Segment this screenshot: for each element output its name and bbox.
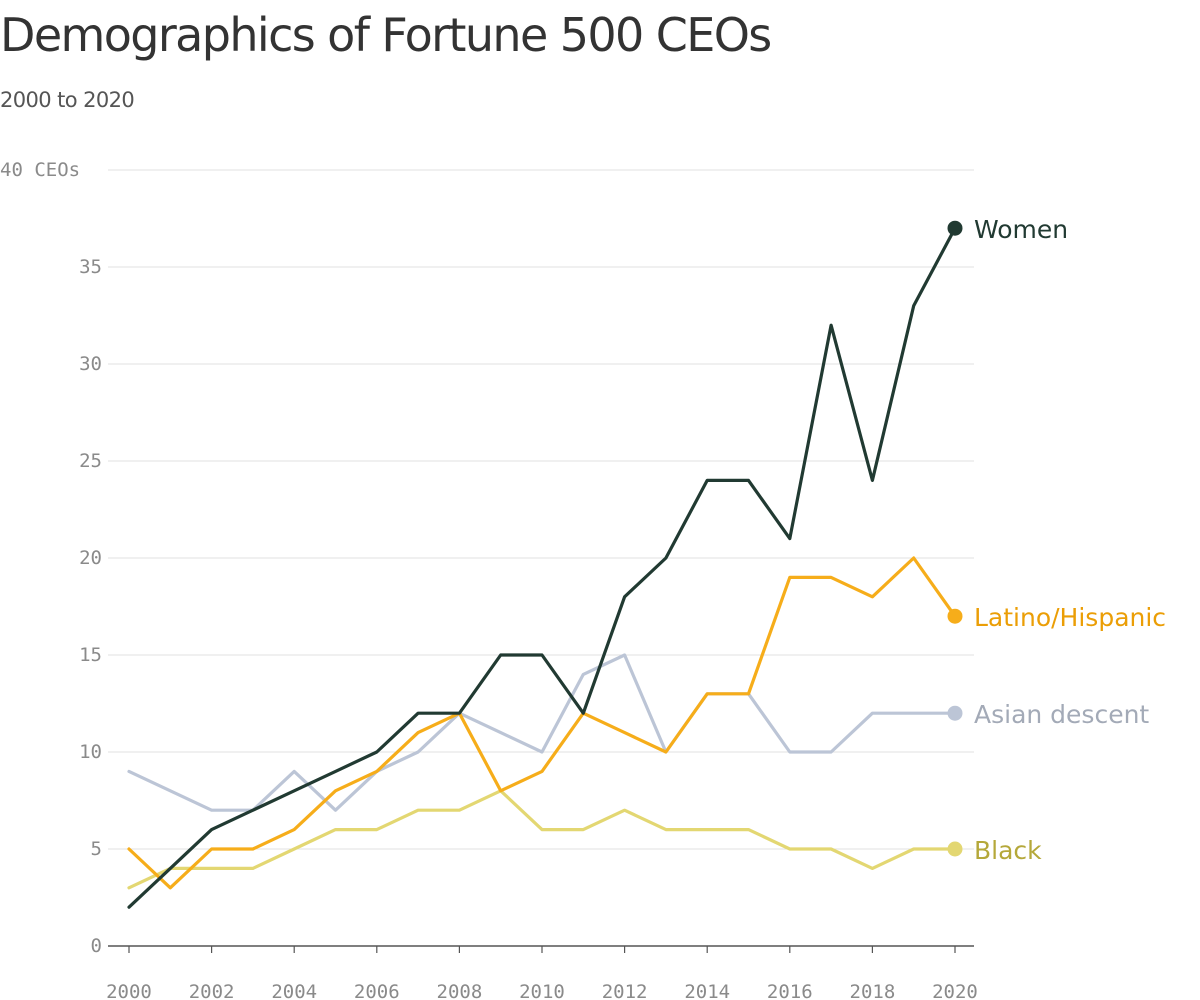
y-tick-label: 40 CEOs — [0, 159, 80, 181]
x-tick-label: 2006 — [354, 981, 400, 1000]
x-tick-label: 2012 — [602, 981, 648, 1000]
y-tick-label: 20 — [79, 547, 102, 569]
series-label-women: Women — [974, 215, 1068, 244]
series-end-marker — [947, 705, 963, 721]
series-label-asian-descent: Asian descent — [974, 700, 1149, 729]
gridlines — [108, 169, 974, 947]
x-tick-label: 2008 — [437, 981, 483, 1000]
series-label-latino-hispanic: Latino/Hispanic — [974, 603, 1166, 632]
series-label-black: Black — [974, 836, 1042, 865]
y-tick-label: 15 — [79, 644, 102, 666]
series-labels: Asian descent Black Latino/Hispanic Women — [974, 215, 1166, 865]
x-tick-label: 2020 — [932, 981, 978, 1000]
x-tick-label: 2000 — [106, 981, 152, 1000]
x-tick-label: 2016 — [767, 981, 813, 1000]
series-line-latino-hispanic — [127, 556, 957, 890]
y-tick-label: 30 — [79, 353, 102, 375]
chart-title: Demographics of Fortune 500 CEOs — [0, 8, 772, 62]
x-tick-label: 2002 — [189, 981, 235, 1000]
series-end-marker — [947, 220, 963, 236]
x-tick-label: 2014 — [684, 981, 730, 1000]
series-end-marker — [947, 608, 963, 624]
y-tick-label: 35 — [79, 256, 102, 278]
series-line-asian-descent — [127, 653, 957, 812]
series-end-marker — [947, 841, 963, 857]
x-tick-label: 2018 — [850, 981, 896, 1000]
y-tick-label: 5 — [91, 838, 102, 860]
chart-subtitle: 2000 to 2020 — [0, 88, 135, 112]
y-tick-label: 25 — [79, 450, 102, 472]
axes: 0 5 10 15 20 25 30 35 40 CEOs 2000 2002 2004 2006 200… — [0, 159, 978, 1000]
series-line-women — [127, 226, 957, 909]
series-line-black — [127, 789, 957, 890]
y-tick-label: 0 — [91, 935, 102, 957]
y-tick-label: 10 — [79, 741, 102, 763]
x-tick-label: 2004 — [271, 981, 317, 1000]
x-tick-label: 2010 — [519, 981, 565, 1000]
series-lines — [127, 220, 963, 909]
